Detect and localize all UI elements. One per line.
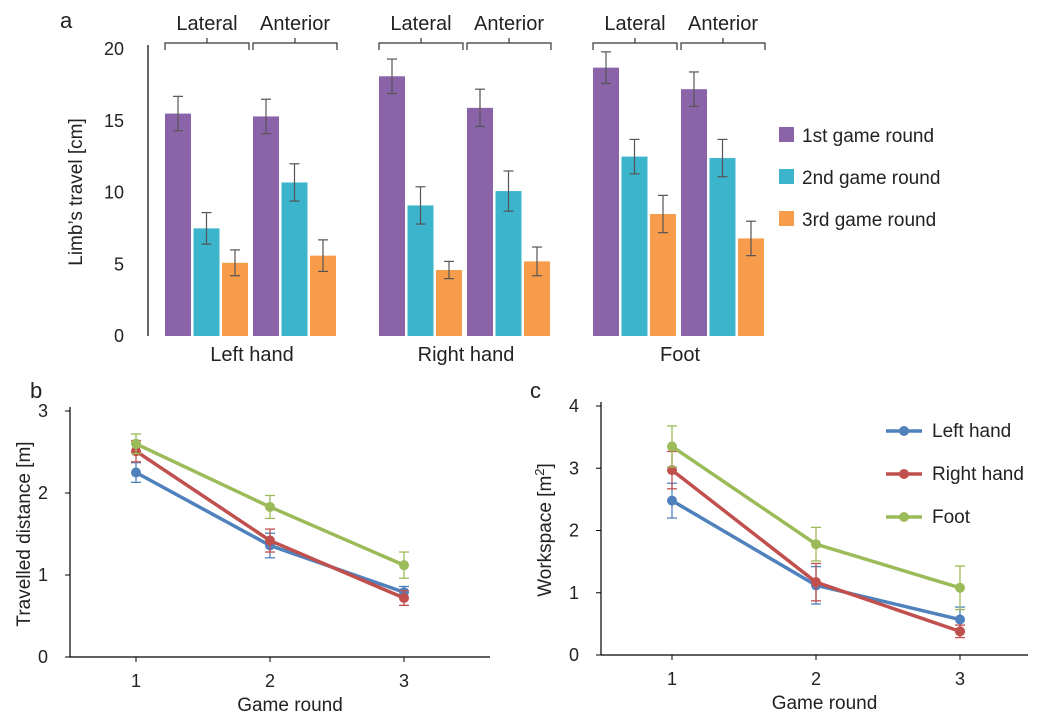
- legend-swatch: [779, 169, 794, 184]
- x-tick-label: 1: [667, 669, 677, 689]
- bar-1: [165, 113, 191, 336]
- subgroup-label: Anterior: [688, 13, 758, 35]
- legend-marker: [899, 469, 909, 479]
- bar-1: [681, 89, 707, 337]
- data-point: [955, 626, 965, 637]
- bar-1: [253, 116, 279, 336]
- data-point: [131, 438, 141, 449]
- y-tick-label: 10: [104, 183, 124, 203]
- data-point: [811, 577, 821, 588]
- legend-label: Left hand: [932, 421, 1011, 442]
- legend-swatch: [779, 127, 794, 142]
- data-point: [265, 501, 275, 512]
- legend-swatch: [779, 211, 794, 226]
- bar-1: [467, 107, 493, 337]
- subgroup-label: Anterior: [474, 13, 544, 35]
- y-tick-label: 2: [569, 521, 579, 541]
- legend-label: 3rd game round: [802, 210, 936, 231]
- subgroup-label: Anterior: [260, 13, 330, 35]
- y-tick-label: 20: [104, 39, 124, 59]
- subgroup-bracket: [466, 38, 552, 50]
- x-tick-label: 2: [811, 669, 821, 689]
- bar-1: [379, 76, 405, 336]
- bar-2: [621, 156, 648, 336]
- y-tick-label: 0: [38, 647, 48, 667]
- subgroup-bracket: [680, 38, 766, 50]
- y-tick-label: 0: [569, 645, 579, 665]
- line-chart-workspace: 0 1 2 3 4 1 2 3 Game round Workspace [m2] Left han…: [532, 396, 1028, 714]
- legend-label: Right hand: [932, 464, 1024, 485]
- y-tick-label: 1: [569, 583, 579, 603]
- y-tick-label: 0: [114, 326, 124, 346]
- y-tick-label: 2: [38, 483, 48, 503]
- x-tick-label: 3: [399, 671, 409, 691]
- line-chart-travelled-distance: 0 1 2 3 1 2 3 Game round Travelled distance [m]: [14, 401, 490, 716]
- data-point: [955, 614, 965, 625]
- y-tick-label: 3: [38, 401, 48, 421]
- bar-2: [281, 182, 308, 336]
- data-point: [399, 560, 409, 571]
- panel-a-label: a: [60, 8, 73, 33]
- bar-chart-limbs-travel: 0 5 10 15 20 Limb’s travel [cm] Lateral Anterio…: [66, 13, 940, 366]
- y-axis-label: Travelled distance [m]: [14, 441, 35, 626]
- subgroup-bracket: [592, 38, 678, 50]
- subgroup-label: Lateral: [390, 13, 451, 35]
- data-point: [811, 539, 821, 550]
- data-point: [667, 495, 677, 506]
- bar-2: [709, 158, 736, 336]
- x-axis-label: Game round: [772, 693, 878, 714]
- x-axis-label: Game round: [237, 695, 343, 716]
- y-tick-label: 15: [104, 111, 124, 131]
- data-point: [955, 582, 965, 593]
- panel-c-label: c: [530, 378, 541, 403]
- series-line-2: [135, 449, 405, 600]
- y-tick-label: 3: [569, 458, 579, 478]
- y-tick-label: 4: [569, 396, 579, 416]
- subgroup-label: Lateral: [176, 13, 237, 35]
- legend-label: 1st game round: [802, 126, 934, 147]
- bar-3: [436, 269, 462, 336]
- x-group-label: Right hand: [418, 344, 515, 366]
- bar-2: [407, 205, 434, 336]
- panel-b-label: b: [30, 378, 42, 403]
- legend-label: Foot: [932, 507, 971, 528]
- bar-1: [593, 67, 619, 336]
- subgroup-bracket: [252, 38, 338, 50]
- x-tick-label: 1: [131, 671, 141, 691]
- x-tick-label: 2: [265, 671, 275, 691]
- data-point: [131, 467, 141, 478]
- data-point: [265, 535, 275, 546]
- data-point: [667, 441, 677, 452]
- y-axis-label: Workspace [m2]: [532, 463, 557, 597]
- x-tick-label: 3: [955, 669, 965, 689]
- legend-marker: [899, 512, 909, 522]
- legend-marker: [899, 426, 909, 436]
- data-point: [399, 592, 409, 603]
- bar-3: [650, 214, 676, 336]
- subgroup-bracket: [378, 38, 464, 50]
- x-group-label: Foot: [660, 344, 700, 366]
- x-group-label: Left hand: [210, 344, 293, 366]
- y-axis-label: Limb’s travel [cm]: [66, 118, 87, 265]
- y-tick-label: 1: [38, 565, 48, 585]
- legend-label: 2nd game round: [802, 168, 940, 189]
- bar-2: [495, 191, 522, 336]
- subgroup-bracket: [164, 38, 250, 50]
- subgroup-label: Lateral: [604, 13, 665, 35]
- y-tick-label: 5: [114, 254, 124, 274]
- bar-2: [193, 228, 220, 336]
